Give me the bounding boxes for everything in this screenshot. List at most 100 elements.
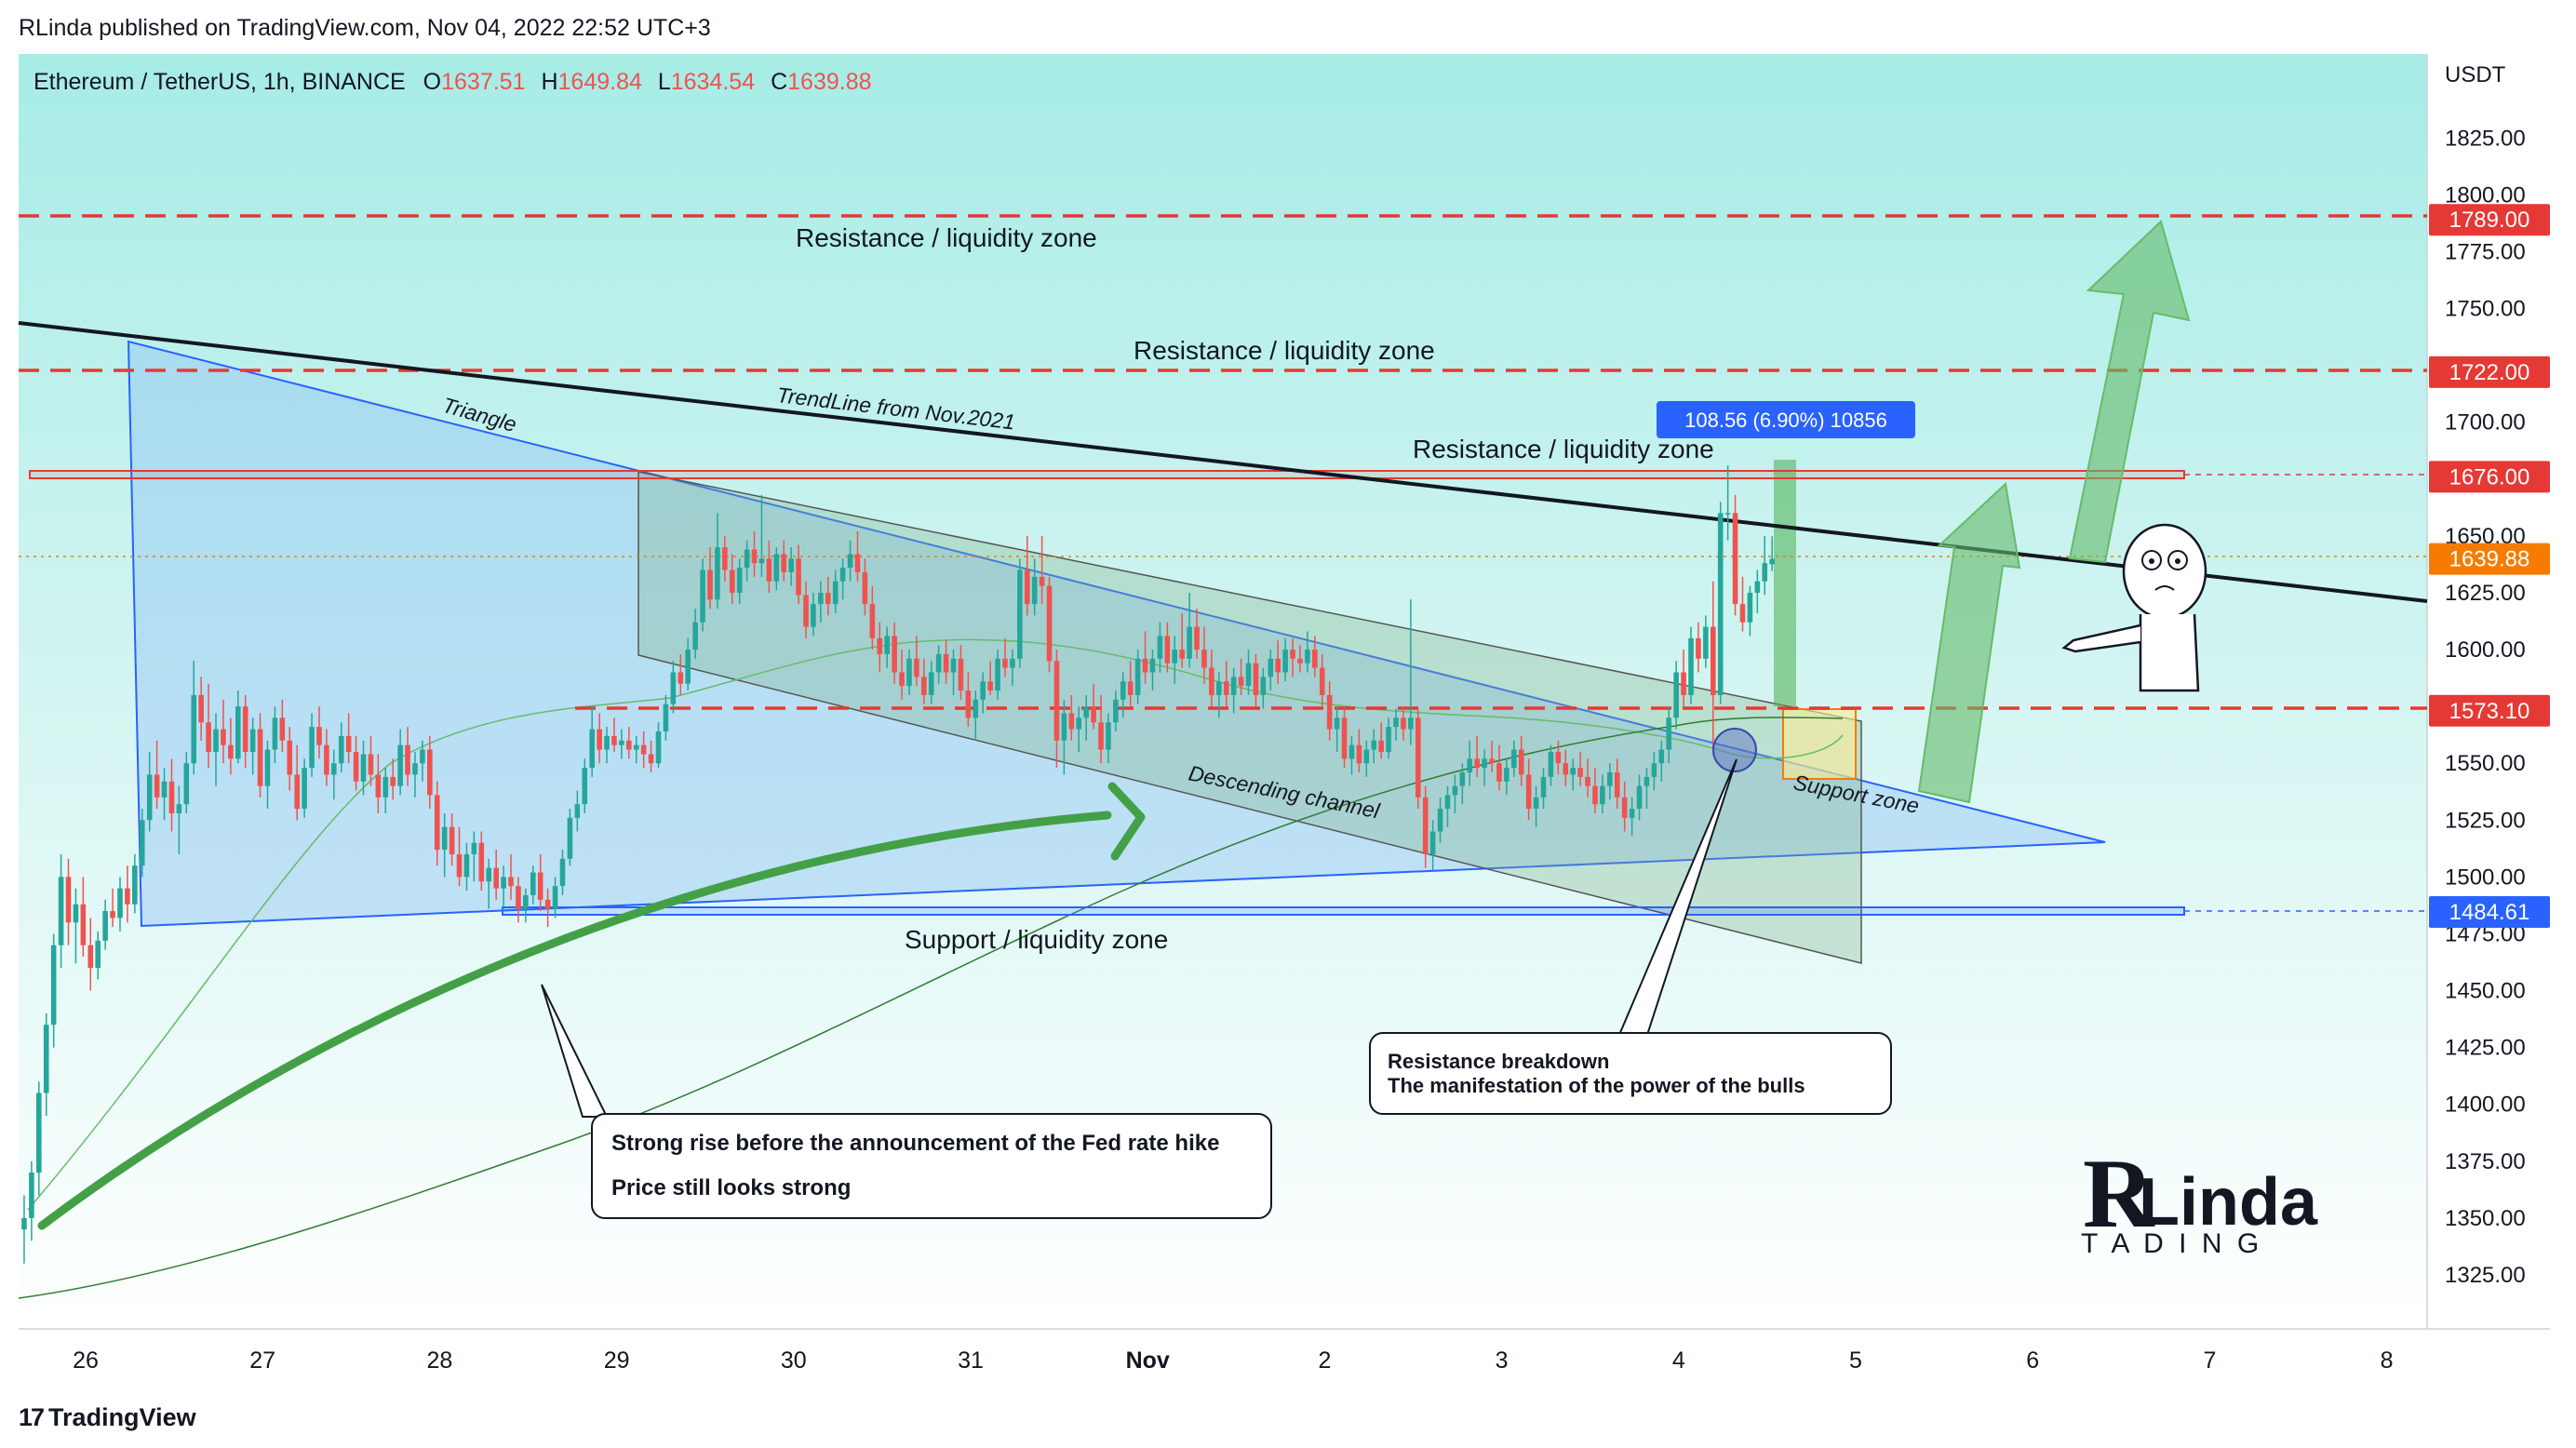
moving-average-slow <box>18 717 1844 1299</box>
candle-body <box>685 650 691 684</box>
candle-body <box>1511 749 1517 769</box>
candle-body <box>973 699 979 718</box>
time-tick-label: 2 <box>1318 1347 1331 1374</box>
candle-body <box>405 744 410 775</box>
candle-body <box>272 717 278 750</box>
price-tick-label: 1750.00 <box>2445 297 2526 322</box>
candle-body <box>146 774 153 821</box>
candle-body <box>935 653 942 673</box>
candle-body <box>43 1025 49 1093</box>
candle-body <box>168 781 175 813</box>
candle-body <box>1319 667 1325 695</box>
candle-body <box>965 690 972 718</box>
candle-body <box>21 1217 27 1230</box>
curved-arrow-head <box>1107 782 1146 861</box>
candle-body <box>950 658 957 673</box>
price-tick-label: 1425.00 <box>2445 1036 2526 1061</box>
candle-body <box>1282 650 1288 673</box>
candle-body <box>1341 717 1348 759</box>
ohlc-legend[interactable]: Ethereum / TetherUS, 1h, BINANCE O1637.5… <box>34 69 872 96</box>
candle-body <box>1149 658 1156 673</box>
time-axis[interactable]: 26 27 28 29 30 31 Nov 2 3 4 5 6 7 8 <box>73 1347 2393 1374</box>
candle-body <box>619 740 624 745</box>
price-tag-label: 1722.00 <box>2449 360 2530 385</box>
close-label: C <box>771 69 788 95</box>
candle-body <box>1312 650 1318 668</box>
candle-body <box>1548 751 1554 777</box>
candle-body <box>1429 831 1436 854</box>
candle-body <box>1658 749 1665 764</box>
candle-body <box>434 795 440 851</box>
candle-body <box>338 735 344 764</box>
candle-body <box>1644 776 1650 786</box>
candle-body <box>1540 776 1547 798</box>
candle-body <box>1223 681 1229 695</box>
candle-body <box>132 865 138 905</box>
candle-body <box>1046 585 1053 662</box>
candle-body <box>1134 658 1141 695</box>
candle-body <box>441 826 448 851</box>
candle-body <box>928 672 934 695</box>
candle-body <box>102 911 108 941</box>
candle-body <box>382 776 389 798</box>
candle-body <box>781 554 787 572</box>
candle-body <box>796 558 801 596</box>
candle-body <box>125 888 130 905</box>
candle-body <box>1076 717 1082 730</box>
candle-body <box>877 637 883 654</box>
price-tick-label: 1400.00 <box>2445 1093 2526 1118</box>
candle-body <box>1681 672 1686 695</box>
candle-body <box>1098 722 1104 750</box>
candle-body <box>663 704 669 732</box>
candle-body <box>914 658 919 677</box>
candle-body <box>1762 563 1768 582</box>
resistance-label-top: Resistance / liquidity zone <box>796 223 1097 252</box>
price-tag-bg <box>2429 694 2550 727</box>
candle-body <box>597 729 602 750</box>
candle-body <box>73 904 79 923</box>
candle-body <box>183 763 190 805</box>
candle-body <box>589 729 595 769</box>
candle-body <box>1747 592 1753 623</box>
candle-body <box>773 554 780 582</box>
candle-body <box>899 672 905 687</box>
candle-body <box>228 744 234 759</box>
candle-body <box>1504 768 1509 782</box>
callout-1-pointer <box>541 984 609 1118</box>
measure-tooltip-text: 108.56 (6.90%) 10856 <box>1684 409 1887 432</box>
candle-body <box>456 853 463 878</box>
candle-body <box>1260 677 1267 695</box>
candle-body <box>1194 626 1200 650</box>
candle-body <box>1157 636 1163 659</box>
tradingview-brand[interactable]: 17 TradingView <box>19 1403 196 1432</box>
candle-body <box>1489 758 1495 764</box>
candle-body <box>1673 672 1679 718</box>
candle-body <box>176 804 182 813</box>
candle-body <box>640 744 647 755</box>
symbol-label[interactable]: Ethereum / TetherUS, 1h, BINANCE <box>34 69 406 95</box>
price-tag-bg <box>2429 543 2550 575</box>
candle-body <box>139 820 145 866</box>
candle-body <box>1061 713 1067 741</box>
candle-body <box>345 735 352 752</box>
candle-body <box>633 744 639 750</box>
candle-body <box>1563 763 1569 775</box>
candle-body <box>1724 513 1731 515</box>
candle-body <box>1142 658 1148 673</box>
candle-body <box>279 717 286 741</box>
candle-body <box>294 774 300 810</box>
candle-body <box>715 547 720 600</box>
candle-body <box>559 858 566 887</box>
candle-body <box>390 776 396 786</box>
support-zone-1484 <box>502 906 2185 916</box>
candle-body <box>486 867 492 882</box>
price-tag-label: 1484.61 <box>2449 900 2530 925</box>
candle-body <box>995 658 1000 691</box>
candle-body <box>1408 717 1414 730</box>
candle-body <box>987 681 993 691</box>
candle-body <box>80 904 87 945</box>
price-tag-bg <box>2429 355 2550 388</box>
candle-body <box>1106 722 1111 750</box>
resistance-label-lower: Resistance / liquidity zone <box>1413 435 1714 463</box>
